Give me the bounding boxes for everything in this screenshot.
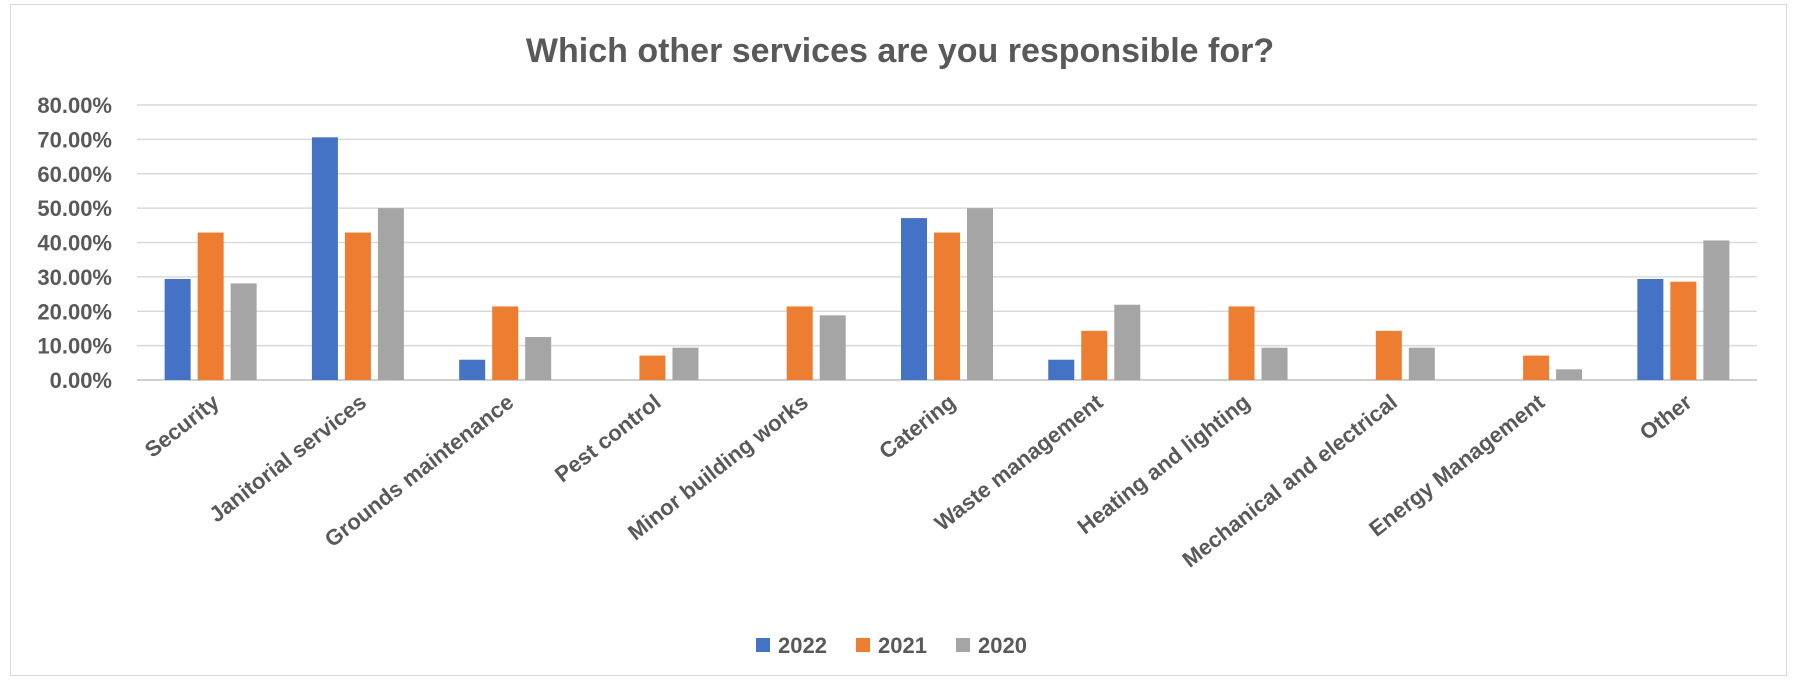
- bar-2021: [1375, 330, 1402, 380]
- bar-2020: [525, 337, 552, 380]
- y-tick-label: 30.00%: [37, 265, 112, 290]
- legend-label-2021: 2021: [878, 633, 927, 658]
- bar-2021: [197, 232, 224, 380]
- bar-2021: [344, 232, 371, 380]
- x-category-label: Other: [1635, 389, 1697, 445]
- bar-2021: [492, 306, 519, 380]
- chart-frame: [10, 4, 1787, 676]
- legend-swatch-2022: [756, 638, 770, 652]
- legend: 2022 2021 2020: [756, 633, 1027, 658]
- y-tick-label: 50.00%: [37, 196, 112, 221]
- x-category-label: Security: [140, 389, 224, 463]
- bar-2020: [967, 208, 993, 380]
- x-category-label: Pest control: [550, 389, 666, 487]
- legend-label-2022: 2022: [778, 633, 827, 658]
- chart-title: Which other services are you responsible…: [526, 32, 1274, 70]
- y-tick-label: 80.00%: [37, 93, 112, 118]
- x-category-label: Catering: [874, 389, 960, 464]
- bar-2020: [672, 347, 699, 380]
- bar-2022: [1048, 359, 1075, 380]
- bar-2021: [1523, 355, 1550, 380]
- bar-2022: [459, 359, 486, 380]
- legend-swatch-2020: [956, 638, 970, 652]
- legend-label-2020: 2020: [978, 633, 1027, 658]
- bar-2022: [311, 137, 338, 380]
- bar-2020: [230, 283, 257, 380]
- bar-2020: [377, 208, 404, 380]
- bars: [164, 137, 1730, 380]
- bar-2022: [1637, 278, 1664, 380]
- bar-2020: [1261, 347, 1288, 380]
- bar-2022: [164, 278, 191, 380]
- bar-2020: [1408, 347, 1435, 380]
- bar-2021: [1081, 330, 1108, 380]
- y-tick-label: 20.00%: [37, 299, 112, 324]
- bar-2020: [819, 315, 846, 380]
- y-tick-label: 0.00%: [50, 368, 112, 393]
- y-tick-label: 60.00%: [37, 162, 112, 187]
- bar-2021: [934, 232, 960, 380]
- y-tick-label: 70.00%: [37, 127, 112, 152]
- legend-swatch-2021: [856, 638, 870, 652]
- bar-2020: [1703, 240, 1730, 380]
- x-category-label: Janitorial services: [204, 389, 371, 527]
- y-tick-label: 40.00%: [37, 231, 112, 256]
- y-tick-label: 10.00%: [37, 334, 112, 359]
- bar-2021: [639, 355, 666, 380]
- bar-2020: [1556, 369, 1583, 380]
- bar-2020: [1114, 304, 1141, 380]
- bar-2021: [786, 306, 813, 380]
- bar-2022: [901, 218, 927, 380]
- bar-2021: [1670, 281, 1697, 380]
- bar-2021: [1228, 306, 1255, 380]
- gridlines: [137, 104, 1757, 381]
- y-axis-ticks: 0.00% 10.00% 20.00% 30.00% 40.00% 50.00% 60.00…: [37, 93, 112, 393]
